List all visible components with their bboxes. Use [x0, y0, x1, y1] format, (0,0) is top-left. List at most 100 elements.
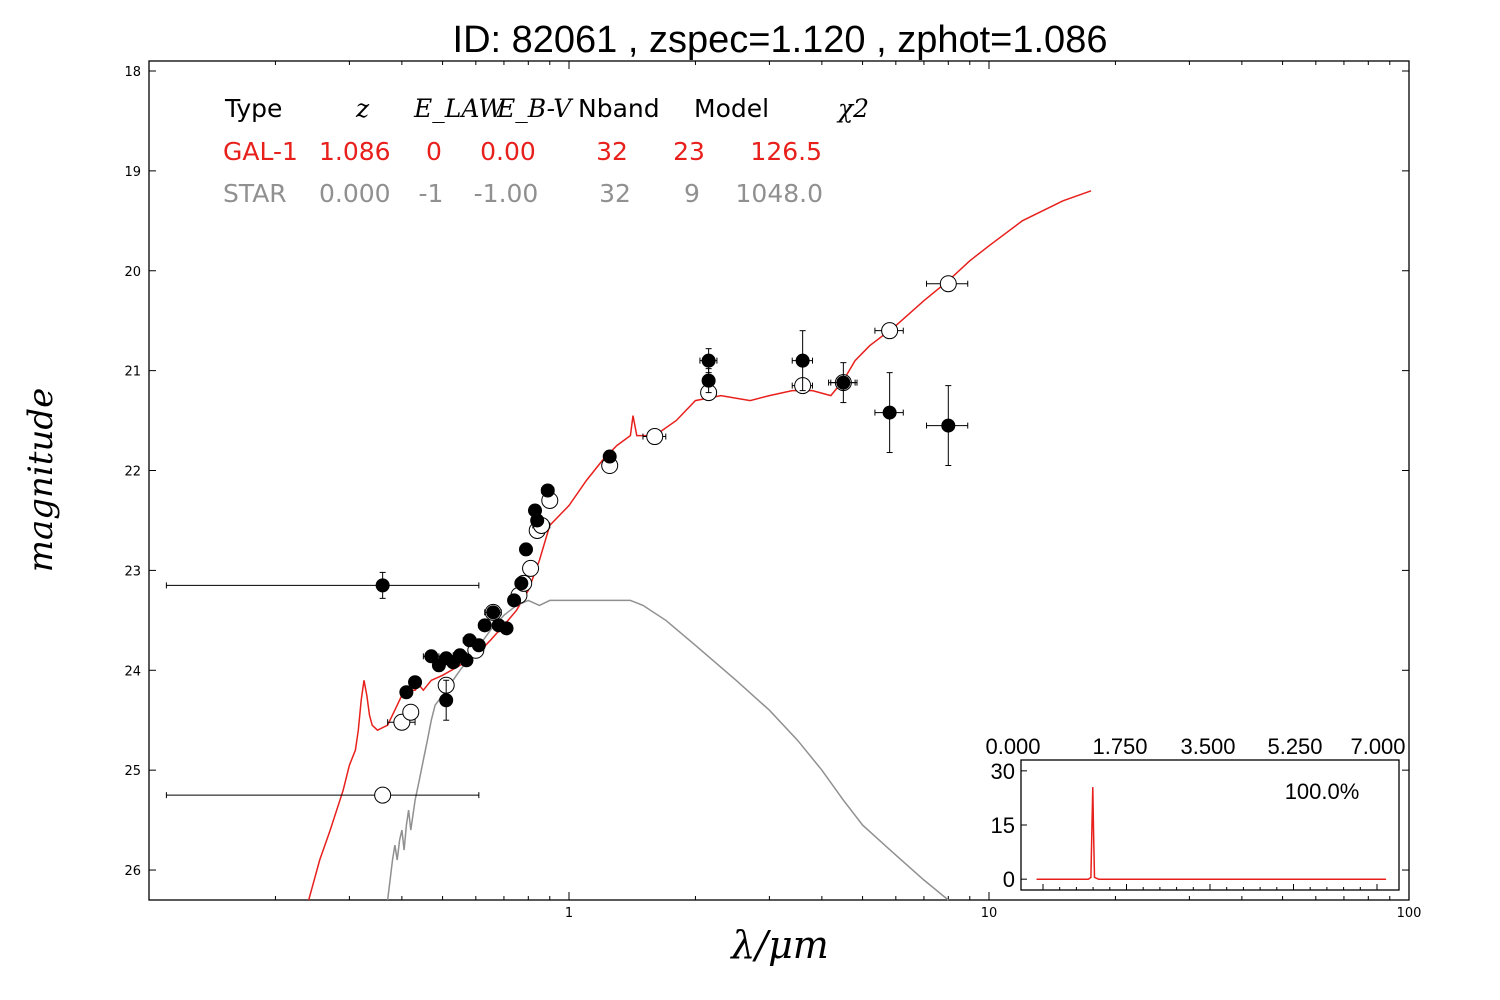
inset-y-tick-label: 30 [991, 759, 1015, 784]
open-marker [646, 428, 664, 446]
table-header-ebv: E_B-V [496, 94, 574, 123]
filled-marker [439, 693, 454, 708]
open-marker [939, 275, 957, 293]
filled-marker [941, 418, 956, 433]
data-point-observed [422, 649, 440, 664]
row-gal-chi2: 126.5 [750, 137, 822, 166]
x-axis-label: λ/μm [729, 923, 829, 967]
inset-x-tick-label: 3.500 [1180, 734, 1235, 759]
row-gal-label: GAL-1 [223, 137, 298, 166]
data-point-observed [874, 372, 904, 454]
data-point-observed [165, 571, 480, 599]
row-star-model: 9 [684, 179, 700, 208]
y-tick-label: 25 [124, 764, 141, 779]
row-gal-elaw: 0 [426, 137, 442, 166]
inset-x-tick-label: 7.000 [1350, 734, 1405, 759]
data-point-observed [828, 362, 858, 404]
data-point-observed [408, 675, 423, 690]
filled-marker [540, 483, 555, 498]
inset-x-tick-label: 5.250 [1267, 734, 1322, 759]
model-curves [307, 190, 1092, 901]
row-star-z: 0.000 [319, 179, 391, 208]
row-gal-z: 1.086 [319, 137, 391, 166]
data-point-observed [514, 576, 529, 591]
inset-pdf-curve [1036, 787, 1387, 880]
inset-x-tick-label: 0.000 [985, 734, 1040, 759]
filled-marker [408, 675, 423, 690]
inset-frame [1020, 759, 1400, 891]
table-header-z: z [355, 94, 370, 123]
row-gal-nband: 32 [596, 137, 628, 166]
redshift-pdf-inset: 0.000 1.750 3.500 5.250 7.000 0 15 30 100.0% [985, 734, 1405, 892]
open-marker [522, 559, 540, 577]
data-point-model [926, 275, 969, 293]
main-plot: 18 19 20 21 22 23 24 25 26 1 10 100 [124, 60, 1422, 921]
inset-probability-label: 100.0% [1285, 779, 1360, 804]
filled-marker [471, 638, 486, 653]
y-tick-label: 22 [124, 465, 141, 480]
filled-marker [477, 618, 492, 633]
data-point-model [165, 786, 480, 804]
inset-y-tick-label: 0 [1003, 867, 1015, 892]
data-point-observed [701, 368, 716, 394]
filled-marker [836, 375, 851, 390]
filled-marker [795, 353, 810, 368]
data-point-observed [530, 513, 545, 528]
filled-marker [519, 542, 534, 557]
data-point-observed [540, 483, 555, 498]
filled-marker [514, 576, 529, 591]
row-star-chi2: 1048.0 [736, 179, 823, 208]
data-point-observed [499, 621, 514, 636]
filled-marker [882, 405, 897, 420]
data-point-observed [477, 618, 492, 633]
data-point-observed [459, 653, 474, 668]
y-tick-label: 26 [124, 864, 141, 879]
y-tick-label: 18 [124, 65, 141, 80]
table-header-type: Type [224, 94, 282, 123]
data-point-observed [399, 685, 414, 700]
x-axis: 1 10 100 [148, 61, 1422, 921]
filled-marker [424, 649, 439, 664]
x-tick-label: 10 [981, 906, 998, 921]
filled-marker [530, 513, 545, 528]
y-tick-label: 24 [124, 664, 141, 679]
y-axis: 18 19 20 21 22 23 24 25 26 [124, 65, 1409, 879]
filled-marker [459, 653, 474, 668]
filled-marker [507, 593, 522, 608]
open-marker [402, 703, 420, 721]
row-star-label: STAR [223, 179, 287, 208]
filled-marker [701, 373, 716, 388]
data-point-model [402, 703, 420, 721]
filled-marker [399, 685, 414, 700]
row-star-elaw: -1 [419, 179, 444, 208]
data-point-observed [484, 605, 502, 620]
data-point-observed [471, 638, 486, 653]
data-point-model [642, 428, 667, 446]
x-tick-label: 100 [1397, 906, 1422, 921]
inset-axes: 0.000 1.750 3.500 5.250 7.000 0 15 30 [985, 734, 1405, 892]
data-point-observed [519, 542, 534, 557]
row-gal-model: 23 [673, 137, 705, 166]
fit-table: Type z E_LAW E_B-V Nband Model χ2 GAL-1 … [223, 94, 869, 208]
open-marker [881, 322, 899, 340]
chart-title: ID: 82061 , zspec=1.120 , zphot=1.086 [453, 19, 1108, 61]
table-header-chi2: χ2 [836, 94, 869, 123]
filled-marker [701, 353, 716, 368]
row-star-nband: 32 [599, 179, 631, 208]
data-point-model [522, 559, 540, 577]
filled-marker [499, 621, 514, 636]
data-point-observed [926, 385, 969, 467]
filled-marker [486, 605, 501, 620]
data-point-observed [699, 348, 718, 374]
plot-frame [148, 60, 1410, 901]
y-tick-label: 20 [124, 265, 141, 280]
series-line-star [386, 599, 949, 901]
row-star-ebv: -1.00 [474, 179, 539, 208]
data-point-model [874, 322, 904, 340]
y-tick-label: 23 [124, 564, 141, 579]
data-point-observed [791, 330, 814, 392]
inset-y-tick-label: 15 [991, 813, 1015, 838]
photometry-points [165, 275, 969, 804]
series-line-gal-1 [307, 190, 1092, 901]
y-axis-label: magnitude [21, 388, 61, 573]
